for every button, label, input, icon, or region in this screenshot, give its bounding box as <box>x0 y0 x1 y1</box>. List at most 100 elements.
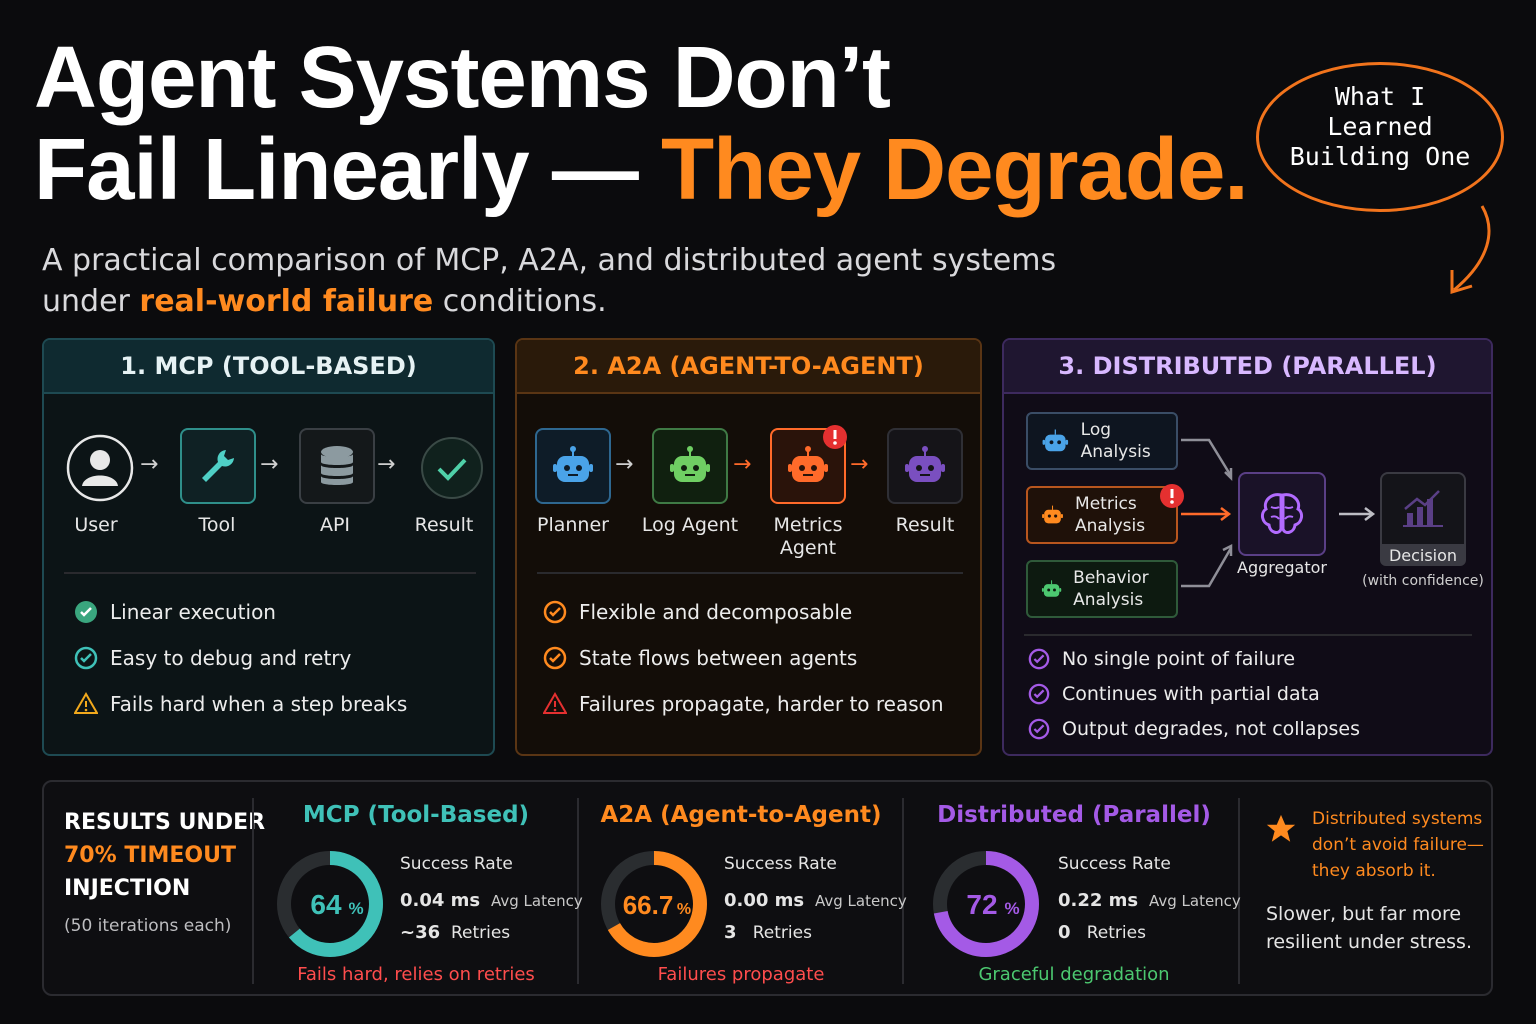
robot-icon <box>887 428 963 504</box>
callout-line: Building One <box>1289 142 1471 171</box>
divider <box>577 798 579 984</box>
node-label: User <box>74 514 118 536</box>
alert-badge-icon <box>1160 484 1184 508</box>
success-ring: 66.7 % <box>601 851 707 957</box>
results-title-line: INJECTION <box>64 876 191 901</box>
success-rate-value: 66.7 <box>623 890 674 920</box>
node-label: Result <box>414 514 474 536</box>
success-rate-unit: % <box>1004 899 1019 918</box>
subtitle-line-2: under real-world failure conditions. <box>42 281 1056 322</box>
decision-label: Decision <box>1380 544 1466 566</box>
node-label: Metrics Agent <box>773 514 843 559</box>
arrow-icon: → <box>615 452 634 477</box>
divider <box>64 572 476 574</box>
summary-line: resilient under stress. <box>1266 931 1472 953</box>
feature-item: Flexible and decomposable <box>543 600 852 624</box>
warning-icon <box>74 692 98 714</box>
retries-label: Retries <box>752 923 812 943</box>
subtitle-pre: under <box>42 284 140 319</box>
check-circle-icon <box>74 646 98 670</box>
check-circle-icon <box>543 600 567 624</box>
node-label: Tool <box>198 514 236 536</box>
check-circle-icon <box>1028 683 1050 705</box>
curved-arrow-icon <box>1450 205 1491 295</box>
callout-text: What I Learned Building One <box>1262 82 1498 172</box>
summary-line: Slower, but far more <box>1266 903 1462 925</box>
feature-text: No single point of failure <box>1062 648 1296 670</box>
user-icon <box>62 430 138 506</box>
latency-label: Avg Latency <box>814 892 907 910</box>
retries-value: 0 <box>1058 922 1071 943</box>
check-circle-icon <box>543 646 567 670</box>
insight-line: don’t avoid failure— <box>1312 835 1484 855</box>
distributed-panel-title: 3. DISTRIBUTED (PARALLEL) <box>1004 340 1491 394</box>
check-result-icon <box>414 430 490 506</box>
latency-label: Avg Latency <box>1148 892 1241 910</box>
robot-icon <box>535 428 611 504</box>
check-circle-icon <box>75 601 97 623</box>
check-circle-icon <box>1028 718 1050 740</box>
column-footer: Failures propagate <box>657 964 825 985</box>
feature-item: Output degrades, not collapses <box>1028 718 1360 740</box>
robot-icon <box>1041 580 1062 597</box>
insight-note: Distributed systems don’t avoid failure—… <box>1312 806 1484 884</box>
success-ring-arc <box>601 851 707 957</box>
feature-item: State flows between agents <box>543 646 857 670</box>
subtitle-accent: real-world failure <box>139 284 434 319</box>
distributed-panel: 3. DISTRIBUTED (PARALLEL) Log Analysis M… <box>1002 338 1493 756</box>
brain-icon <box>1238 472 1326 556</box>
agent-box-metrics: Metrics Analysis <box>1026 486 1178 544</box>
success-rate-value: 72 <box>966 889 997 920</box>
retries-label: Retries <box>450 923 511 943</box>
callout-line: What I <box>1334 82 1426 111</box>
retries-value: ~36 <box>400 922 441 943</box>
retries-stat: ~36 Retries <box>400 922 510 943</box>
decision-sublabel: (with confidence) <box>1362 573 1484 589</box>
divider <box>252 798 254 984</box>
robot-icon <box>1042 505 1063 524</box>
agent-box-log: Log Analysis <box>1026 412 1178 470</box>
star-icon <box>1266 814 1296 842</box>
latency-value: 0.04 ms <box>400 890 481 911</box>
feature-text: Easy to debug and retry <box>110 646 352 670</box>
database-icon <box>299 428 375 504</box>
subtitle-line-1: A practical comparison of MCP, A2A, and … <box>42 243 1057 278</box>
node-label: Planner <box>537 514 609 536</box>
subtitle: A practical comparison of MCP, A2A, and … <box>42 240 1056 322</box>
flow-connectors <box>1181 438 1376 588</box>
results-title-line: 70% TIMEOUT <box>64 843 237 868</box>
arrow-icon: → <box>850 452 869 477</box>
success-rate-label: Success Rate <box>400 854 513 874</box>
divider <box>1024 634 1472 636</box>
column-title: MCP (Tool-Based) <box>302 802 530 828</box>
feature-text: Flexible and decomposable <box>579 600 853 624</box>
arrow-icon: → <box>260 452 279 477</box>
feature-text: Continues with partial data <box>1062 683 1320 705</box>
mcp-panel: 1. MCP (TOOL-BASED) → → → User Tool API … <box>42 338 495 756</box>
feature-item: Continues with partial data <box>1028 683 1320 705</box>
success-rate-label: Success Rate <box>1058 854 1171 874</box>
column-title: A2A (Agent-to-Agent) <box>600 802 882 828</box>
a2a-panel: 2. A2A (AGENT-TO-AGENT) → → → Planner Lo… <box>515 338 982 756</box>
retries-value: 3 <box>724 922 737 943</box>
results-subtitle: (50 iterations each) <box>64 916 232 936</box>
feature-text: Failures propagate, harder to reason <box>579 692 944 716</box>
success-rate-value: 64 <box>310 889 342 920</box>
divider <box>1238 798 1240 984</box>
agent-box-behavior: Behavior Analysis <box>1026 560 1178 618</box>
success-ring-arc <box>933 851 1039 957</box>
wrench-icon <box>180 428 256 504</box>
check-circle-icon <box>1028 648 1050 670</box>
latency-stat: 0.22 ms Avg Latency <box>1058 890 1241 911</box>
node-label: Result <box>895 514 955 536</box>
title-line-2-white: Fail Linearly — <box>34 121 662 218</box>
arrow-icon: → <box>377 452 396 477</box>
mcp-panel-title: 1. MCP (TOOL-BASED) <box>44 340 493 394</box>
title-line-2-accent: They Degrade. <box>661 121 1249 218</box>
node-label: Log Agent <box>641 514 739 536</box>
success-ring-arc <box>277 851 383 957</box>
latency-value: 0.00 ms <box>724 890 805 911</box>
success-ring: 72 % <box>933 851 1039 957</box>
insight-line: they absorb it. <box>1312 861 1436 881</box>
latency-stat: 0.04 ms Avg Latency <box>400 890 583 911</box>
